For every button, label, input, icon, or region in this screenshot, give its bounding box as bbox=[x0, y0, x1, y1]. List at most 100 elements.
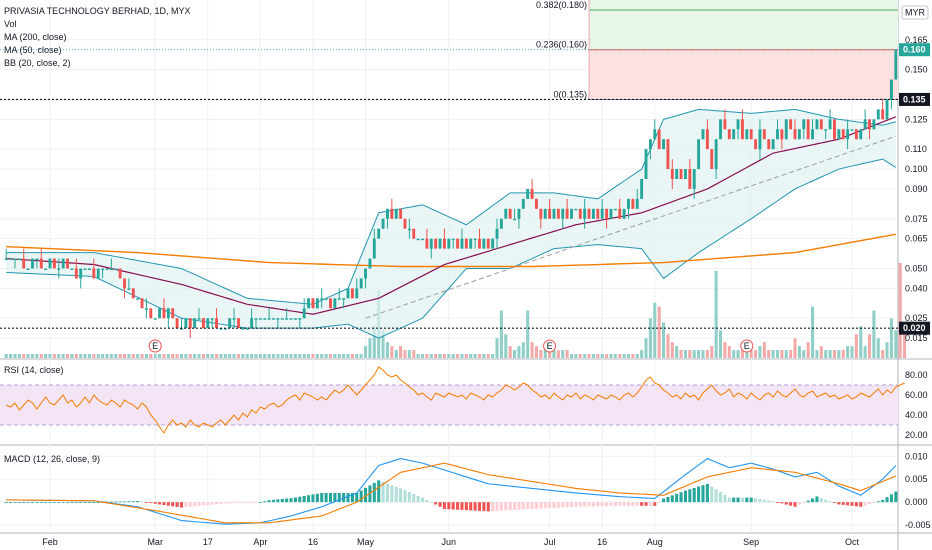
macd-histogram-bar bbox=[188, 502, 192, 507]
volume-bar bbox=[258, 354, 262, 358]
candle-body bbox=[250, 318, 254, 329]
volume-bar bbox=[885, 342, 889, 358]
candle-body bbox=[123, 278, 126, 289]
macd-histogram-bar bbox=[210, 502, 214, 505]
volume-bar bbox=[149, 354, 153, 358]
macd-histogram-bar bbox=[635, 502, 639, 506]
candle-body bbox=[543, 208, 547, 219]
volume-bar bbox=[718, 330, 723, 358]
volume-bar bbox=[438, 354, 442, 358]
candle-body bbox=[52, 258, 56, 269]
candle-body bbox=[811, 129, 814, 140]
volume-bar bbox=[215, 354, 219, 358]
candle-body bbox=[381, 218, 385, 229]
macd-histogram-bar bbox=[66, 502, 70, 503]
candle-body bbox=[758, 129, 762, 150]
macd-histogram-bar bbox=[666, 496, 670, 503]
volume-bar bbox=[381, 330, 385, 358]
macd-tick: 0.010 bbox=[905, 451, 928, 461]
price-tick: 0.150 bbox=[905, 65, 928, 75]
volume-bar bbox=[118, 354, 122, 358]
volume-bar bbox=[670, 342, 674, 358]
macd-line bbox=[6, 457, 897, 525]
volume-bar bbox=[136, 354, 140, 358]
macd-histogram-bar bbox=[692, 487, 696, 503]
macd-histogram-bar bbox=[61, 502, 65, 503]
macd-histogram-bar bbox=[543, 502, 547, 509]
candle-body bbox=[377, 228, 381, 239]
macd-histogram-bar bbox=[434, 502, 438, 505]
candle-body bbox=[591, 208, 595, 219]
volume-bar bbox=[394, 350, 398, 358]
rsi-band bbox=[0, 385, 898, 425]
volume-bar bbox=[513, 350, 517, 358]
volume-bar bbox=[863, 346, 867, 358]
candle-body bbox=[329, 298, 332, 309]
macd-histogram-bar bbox=[236, 502, 240, 504]
volume-bar bbox=[609, 354, 613, 358]
candle-body bbox=[311, 298, 315, 309]
volume-bar bbox=[429, 354, 433, 358]
macd-histogram-bar bbox=[74, 502, 78, 503]
volume-bar bbox=[425, 354, 429, 358]
volume-bar bbox=[482, 354, 486, 358]
macd-histogram-bar bbox=[298, 496, 302, 503]
macd-histogram-bar bbox=[872, 502, 876, 503]
macd-tick: 0.005 bbox=[905, 474, 928, 484]
macd-histogram-bar bbox=[697, 486, 701, 503]
price-badge bbox=[899, 92, 930, 106]
macd-histogram-bar bbox=[561, 502, 565, 508]
volume-bar bbox=[158, 354, 162, 358]
macd-histogram-bar bbox=[789, 502, 793, 506]
macd-histogram-bar bbox=[548, 502, 552, 509]
volume-bar bbox=[9, 354, 13, 358]
volume-bar bbox=[872, 310, 876, 358]
candle-body bbox=[442, 238, 446, 249]
currency-badge[interactable]: MYR bbox=[901, 5, 929, 20]
macd-histogram-bar bbox=[70, 502, 74, 503]
price-tick: 0.015 bbox=[905, 333, 928, 343]
macd-histogram-bar bbox=[337, 492, 341, 503]
volume-bar bbox=[486, 354, 490, 358]
candle-body bbox=[403, 218, 407, 229]
candle-body bbox=[289, 318, 293, 320]
price-axis[interactable]: 0.165 0.150 0.125 0.110 0.100 0.090 0.075 0.065… bbox=[899, 35, 931, 530]
volume-bar bbox=[740, 350, 744, 358]
volume-bar bbox=[530, 342, 534, 358]
volume-bar bbox=[131, 354, 135, 358]
macd-histogram-bar bbox=[859, 502, 863, 507]
candle-body bbox=[464, 238, 468, 249]
volume-bar bbox=[197, 354, 201, 358]
volume-bar bbox=[534, 346, 538, 358]
candle-body bbox=[333, 298, 337, 309]
candle-body bbox=[526, 188, 530, 199]
fibonacci-retracement[interactable]: 0.382(0.180) 0.236(0.160) 0(0.135) bbox=[536, 0, 898, 100]
candle-body bbox=[776, 129, 779, 140]
macd-histogram-bar bbox=[87, 502, 91, 503]
macd-histogram-bar bbox=[499, 502, 503, 511]
time-axis[interactable]: Feb Mar 17 Apr 16 May Jun Jul 16 Aug Sep Oct bbox=[42, 537, 859, 547]
macd-histogram-bar bbox=[232, 502, 236, 504]
volume-bar bbox=[355, 354, 359, 358]
candle-body bbox=[767, 139, 771, 150]
macd-histogram-bar bbox=[193, 502, 197, 507]
macd-histogram-bar bbox=[797, 502, 801, 505]
candle-body bbox=[237, 318, 240, 329]
macd-histogram-bar bbox=[289, 498, 293, 503]
volume-bar bbox=[359, 354, 363, 358]
macd-histogram-bar bbox=[824, 499, 828, 503]
candle-body bbox=[469, 238, 473, 249]
candle-body bbox=[180, 328, 183, 330]
time-tick: Oct bbox=[845, 537, 860, 547]
currency-label: MYR bbox=[905, 8, 926, 18]
macd-histogram-bar bbox=[285, 498, 289, 503]
macd-histogram-bar bbox=[127, 501, 131, 503]
candle-body bbox=[193, 318, 197, 329]
candle-body bbox=[565, 208, 569, 219]
candle-body bbox=[657, 129, 661, 150]
macd-histogram-bar bbox=[881, 499, 885, 503]
macd-histogram-bar bbox=[140, 501, 144, 503]
macd-histogram-bar bbox=[618, 502, 622, 506]
